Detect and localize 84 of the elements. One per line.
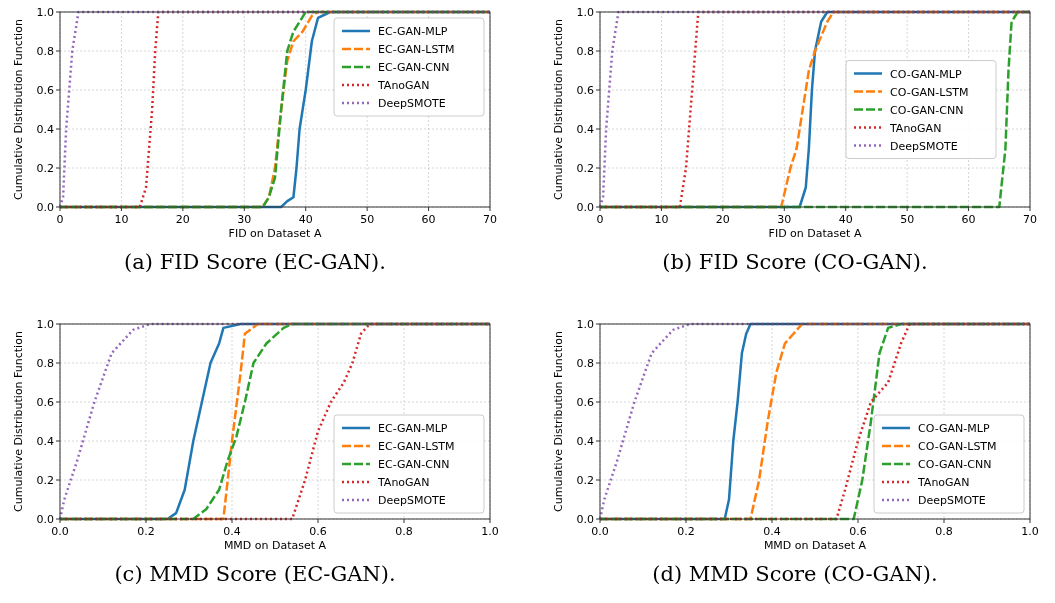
- y-tick-label: 0.0: [36, 201, 54, 214]
- legend-label: EC-GAN-LSTM: [378, 43, 455, 56]
- legend-label: CO-GAN-MLP: [890, 67, 962, 81]
- legend-label: EC-GAN-MLP: [378, 25, 448, 38]
- x-tick-label: 1.0: [481, 525, 499, 538]
- legend-label: DeepSMOTE: [890, 139, 958, 153]
- x-tick-label: 50: [360, 213, 375, 226]
- x-tick-label: 0: [56, 213, 64, 226]
- y-tick-label: 0.0: [36, 513, 54, 526]
- legend-label: TAnoGAN: [377, 79, 430, 92]
- y-tick-label: 0.0: [576, 201, 594, 214]
- y-tick-label: 0.2: [36, 162, 54, 175]
- text: (d) MMD Score (CO-GAN).: [652, 562, 938, 586]
- legend-label: TAnoGAN: [377, 476, 430, 489]
- x-tick-label: 60: [421, 213, 436, 226]
- legend-label: CO-GAN-CNN: [918, 458, 992, 471]
- legend-label: EC-GAN-MLP: [378, 422, 448, 435]
- legend-label: DeepSMOTE: [918, 494, 986, 507]
- legend-label: EC-GAN-LSTM: [378, 440, 455, 453]
- y-tick-label: 1.0: [36, 318, 54, 331]
- x-tick-label: 30: [237, 213, 252, 226]
- x-tick-label: 0: [596, 213, 604, 226]
- y-tick-label: 0.2: [576, 474, 594, 487]
- x-tick-label: 0.6: [849, 525, 867, 538]
- x-tick-label: 10: [114, 213, 129, 226]
- x-tick-label: 0.2: [137, 525, 155, 538]
- y-tick-label: 0.8: [576, 45, 594, 58]
- x-tick-label: 10: [654, 213, 669, 226]
- y-tick-label: 0.0: [576, 513, 594, 526]
- y-tick-label: 0.8: [576, 357, 594, 370]
- x-tick-label: 0.4: [763, 525, 781, 538]
- legend-label: CO-GAN-LSTM: [918, 440, 997, 453]
- legend-label: TAnoGAN: [889, 121, 942, 135]
- x-tick-label: 0.0: [591, 525, 609, 538]
- y-tick-label: 0.6: [36, 84, 54, 97]
- x-tick-label: 60: [961, 213, 976, 226]
- y-tick-label: 0.8: [36, 45, 54, 58]
- x-tick-label: 1.0: [1021, 525, 1039, 538]
- text: (b) FID Score (CO-GAN).: [662, 250, 928, 274]
- x-axis-title: FID on Dataset A: [228, 227, 322, 240]
- x-tick-label: 70: [1023, 213, 1037, 226]
- y-tick-label: 0.8: [36, 357, 54, 370]
- x-tick-label: 20: [175, 213, 190, 226]
- x-axis-title: MMD on Dataset A: [763, 539, 867, 552]
- y-tick-label: 0.4: [36, 123, 54, 136]
- y-tick-label: 0.2: [576, 162, 594, 175]
- x-tick-label: 40: [298, 213, 313, 226]
- legend-label: CO-GAN-MLP: [918, 422, 990, 435]
- y-tick-label: 0.2: [36, 474, 54, 487]
- x-axis-title: FID on Dataset A: [768, 227, 862, 240]
- x-tick-label: 40: [838, 213, 853, 226]
- y-tick-label: 0.4: [576, 123, 594, 136]
- legend-label: EC-GAN-CNN: [378, 458, 450, 471]
- x-tick-label: 0.8: [395, 525, 413, 538]
- text: (c) MMD Score (EC-GAN).: [114, 562, 396, 586]
- y-tick-label: 0.6: [576, 396, 594, 409]
- y-tick-label: 1.0: [36, 6, 54, 19]
- x-tick-label: 30: [777, 213, 792, 226]
- legend-label: EC-GAN-CNN: [378, 61, 450, 74]
- y-tick-label: 1.0: [576, 318, 594, 331]
- y-tick-label: 0.4: [36, 435, 54, 448]
- text: (a) FID Score (EC-GAN).: [124, 250, 386, 274]
- y-axis-title: Cumulative Distribution Function: [552, 331, 565, 512]
- legend-label: CO-GAN-LSTM: [890, 85, 969, 99]
- x-tick-label: 70: [483, 213, 497, 226]
- y-tick-label: 1.0: [576, 6, 594, 19]
- legend-label: CO-GAN-CNN: [890, 103, 964, 117]
- x-tick-label: 0.0: [51, 525, 69, 538]
- legend-label: DeepSMOTE: [378, 97, 446, 110]
- x-tick-label: 0.4: [223, 525, 241, 538]
- x-axis-title: MMD on Dataset A: [223, 539, 327, 552]
- legend-label: DeepSMOTE: [378, 494, 446, 507]
- x-tick-label: 50: [900, 213, 915, 226]
- y-axis-title: Cumulative Distribution Function: [12, 19, 25, 200]
- legend-label: TAnoGAN: [917, 476, 970, 489]
- x-tick-label: 0.8: [935, 525, 953, 538]
- y-tick-label: 0.4: [576, 435, 594, 448]
- x-tick-label: 0.6: [309, 525, 327, 538]
- y-axis-title: Cumulative Distribution Function: [12, 331, 25, 512]
- x-tick-label: 20: [715, 213, 730, 226]
- x-tick-label: 0.2: [677, 525, 695, 538]
- y-tick-label: 0.6: [36, 396, 54, 409]
- y-tick-label: 0.6: [576, 84, 594, 97]
- y-axis-title: Cumulative Distribution Function: [552, 19, 565, 200]
